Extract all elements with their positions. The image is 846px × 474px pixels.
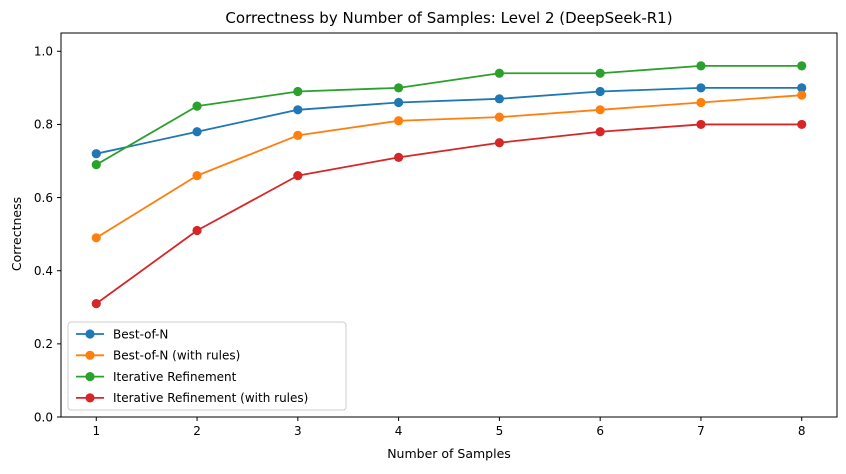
data-point xyxy=(192,101,202,111)
data-point xyxy=(293,171,303,181)
data-point xyxy=(595,105,605,115)
legend-label: Iterative Refinement (with rules) xyxy=(113,391,308,405)
data-point xyxy=(192,225,202,236)
legend-item: Best-of-N (with rules) xyxy=(76,349,240,363)
legend-label: Best-of-N xyxy=(113,327,168,341)
series-2 xyxy=(91,90,807,243)
data-point xyxy=(91,160,101,170)
data-point xyxy=(91,299,101,309)
series-3 xyxy=(91,61,807,170)
legend-label: Best-of-N (with rules) xyxy=(113,349,240,363)
data-point xyxy=(494,112,504,122)
data-point xyxy=(797,61,807,71)
x-tick-label: 3 xyxy=(294,424,302,438)
data-point xyxy=(394,83,404,93)
data-point xyxy=(494,68,504,78)
plot-frame xyxy=(60,32,838,418)
data-point xyxy=(192,127,202,137)
data-point xyxy=(293,105,303,115)
data-point xyxy=(394,152,404,162)
legend: Best-of-N Best-of-N (with rules) Iterative… xyxy=(67,321,347,411)
series-line xyxy=(95,86,803,155)
data-point xyxy=(797,119,807,130)
legend-marker xyxy=(85,329,95,339)
data-point xyxy=(91,149,101,159)
data-point xyxy=(595,86,605,97)
legend-item: Best-of-N xyxy=(76,327,168,341)
plot-area xyxy=(91,61,807,309)
x-tick-label: 1 xyxy=(92,424,100,438)
series-4 xyxy=(91,119,807,309)
data-point xyxy=(91,233,101,243)
series-1 xyxy=(91,83,807,159)
x-tick-label: 6 xyxy=(596,424,604,438)
legend-item: Iterative Refinement (with rules) xyxy=(76,391,308,405)
data-point xyxy=(696,119,706,130)
data-point xyxy=(494,138,504,148)
data-point xyxy=(394,97,404,108)
x-tick-label: 8 xyxy=(798,424,806,438)
x-axis-label: Number of Samples xyxy=(387,446,511,461)
legend-marker xyxy=(85,372,95,382)
legend-marker xyxy=(85,350,95,360)
axes: 1 2 3 4 5 6 7 8 0.0 0.2 0.4 0.6 0.8 1.0 xyxy=(34,32,838,438)
y-tick-label: 0.8 xyxy=(34,118,53,132)
y-axis-label: Correctness xyxy=(9,197,24,271)
legend-box xyxy=(67,321,347,411)
data-point xyxy=(696,61,706,71)
y-tick-label: 1.0 xyxy=(34,45,53,59)
series-line xyxy=(95,94,803,239)
y-tick-label: 0.2 xyxy=(34,337,53,351)
x-tick-label: 5 xyxy=(496,424,504,438)
legend-item: Iterative Refinement xyxy=(76,370,237,384)
chart-title: Correctness by Number of Samples: Level … xyxy=(225,9,672,27)
data-point xyxy=(595,68,605,78)
data-point xyxy=(394,116,404,126)
x-tick-label: 4 xyxy=(395,424,403,438)
data-point xyxy=(696,83,706,93)
data-point xyxy=(192,171,202,181)
x-tick-label: 2 xyxy=(193,424,201,438)
data-point xyxy=(293,86,303,97)
data-point xyxy=(696,97,706,108)
y-tick-label: 0.4 xyxy=(34,264,53,278)
data-point xyxy=(797,83,807,93)
legend-marker xyxy=(85,393,95,403)
data-point xyxy=(494,94,504,104)
data-point xyxy=(595,127,605,137)
data-point xyxy=(797,90,807,100)
series-line xyxy=(95,123,803,305)
x-tick-label: 7 xyxy=(697,424,705,438)
y-tick-label: 0.6 xyxy=(34,191,53,205)
series-line xyxy=(95,65,803,166)
legend-label: Iterative Refinement xyxy=(113,370,237,384)
y-tick-label: 0.0 xyxy=(34,410,53,424)
data-point xyxy=(293,130,303,140)
